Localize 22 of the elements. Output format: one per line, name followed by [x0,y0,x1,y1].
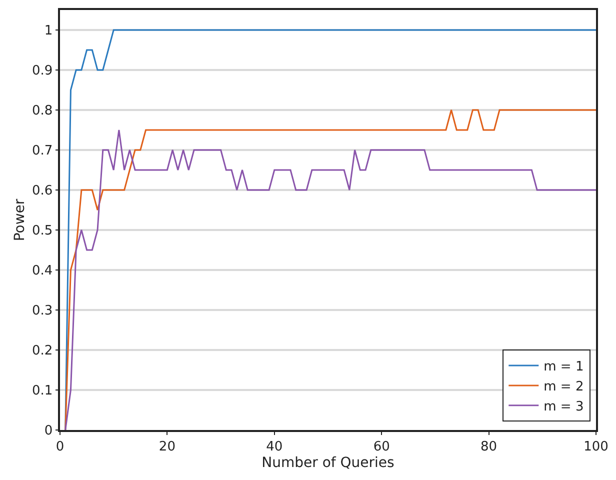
y-tick-label: 1 [44,24,53,39]
x-tick-label: 60 [373,439,390,454]
x-tick-label: 100 [584,439,608,454]
x-axis-title: Number of Queries [262,455,394,472]
y-tick-label: 0.6 [32,184,53,199]
y-tick-label: 0 [44,424,53,439]
y-tick-label: 0.9 [32,64,53,79]
x-tick-label: 0 [56,439,64,454]
y-axis-title: Power [12,198,28,242]
legend-label: m = 3 [544,399,584,414]
legend-label: m = 1 [544,360,584,375]
x-tick-label: 20 [158,439,176,454]
y-tick-label: 0.8 [32,104,53,119]
x-tick-label: 40 [266,439,283,454]
y-tick-label: 0.5 [32,224,53,239]
x-tick-label: 80 [480,439,498,454]
y-tick-label: 0.1 [32,384,53,399]
y-tick-label: 0.2 [32,344,53,359]
y-tick-label: 0.7 [32,144,53,159]
y-tick-label: 0.3 [32,304,53,319]
y-tick-label: 0.4 [32,264,53,279]
legend-label: m = 2 [544,380,584,395]
